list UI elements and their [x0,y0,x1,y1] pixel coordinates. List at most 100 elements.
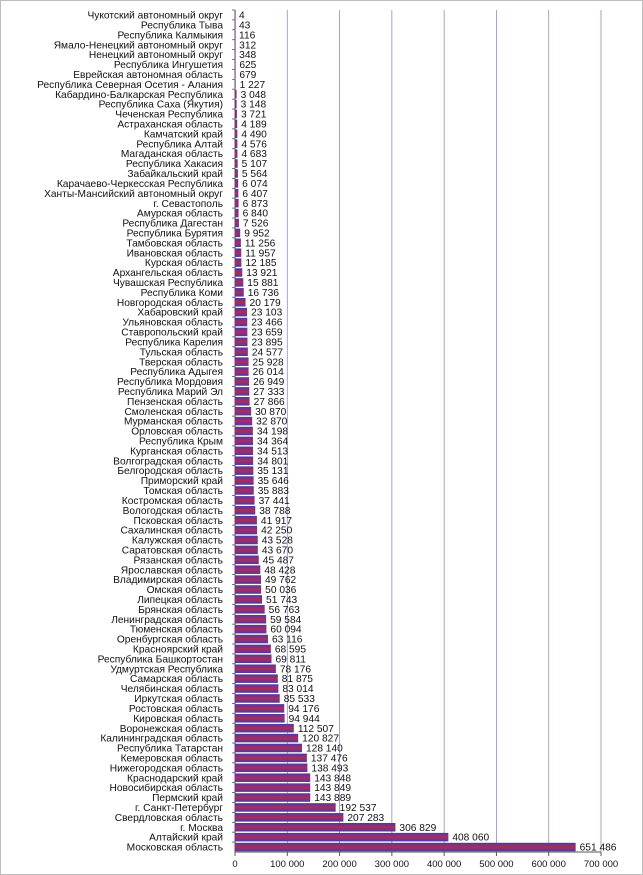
value-label: 651 486 [580,843,617,854]
bar [235,288,244,297]
bar [235,258,242,267]
category-label: Ненецкий автономный округ [89,50,223,61]
category-label: Республика Саха (Якутия) [99,99,223,111]
value-label: 35 883 [258,486,289,497]
category-label: Республика Крым [139,436,223,448]
plot-area [235,10,601,852]
bar [235,535,258,545]
gridlines [235,10,602,852]
value-label: 192 537 [340,803,377,814]
category-label: Еврейская автономная область [73,69,223,81]
bar [235,753,307,763]
value-label: 35 646 [258,476,289,487]
category-label: Амурская область [137,208,223,220]
value-label: 5 564 [242,169,268,180]
bar [235,397,250,406]
value-label: 3 048 [241,90,267,101]
bar [235,406,252,416]
value-label: 43 670 [262,545,293,556]
bar [235,228,241,238]
value-label: 1 227 [240,80,266,91]
bar [235,505,256,515]
value-label: 45 487 [263,555,294,566]
value-label: 137 476 [311,753,348,764]
category-label: Кемеровская область [121,752,223,764]
bar [235,525,258,535]
category-label: Свердловская область [115,812,223,824]
value-label: 13 921 [246,268,277,279]
category-label: Ставропольский край [121,328,223,339]
value-label: 6 074 [242,179,268,190]
value-label: 56 763 [269,605,300,616]
value-label: 3 148 [241,100,267,111]
bar [235,486,254,495]
category-label: Калининградская область [100,733,223,745]
bar [235,723,294,733]
category-label: Чукотский автономный округ [87,11,223,22]
category-label: Камчатский край [144,129,223,140]
bar [235,307,248,317]
category-label: Кировская область [133,713,223,725]
value-label: 94 176 [288,704,319,715]
value-label: 6 840 [243,209,269,220]
bar [235,327,248,337]
bar [235,436,253,446]
bar [235,60,236,69]
value-label: 6 873 [243,199,269,210]
value-label: 9 952 [244,228,270,239]
category-label: Хабаровский край [137,307,223,319]
value-label: 26 014 [253,367,284,378]
value-label: 207 283 [347,813,384,824]
bar [235,614,267,624]
value-label: 11 256 [245,238,276,249]
value-label: 27 866 [254,397,285,408]
value-label: 43 [239,20,251,31]
bar [235,169,238,178]
category-label: Республика Хакасия [126,158,223,170]
x-tick-label: 400 000 [427,859,461,870]
category-label: Вологодская область [123,505,223,517]
bar [235,109,237,119]
category-label: Рязанская область [134,554,223,566]
category-label: Ульяновская область [122,317,223,329]
category-label: Белгородская область [117,465,223,477]
bar [235,832,449,842]
bar [235,40,236,49]
value-label: 60 094 [270,625,301,636]
category-label: г. Севастополь [153,199,223,210]
category-label: Краснодарский край [127,773,223,784]
value-label: 34 198 [257,427,288,438]
category-label: Республика Коми [141,287,223,299]
category-label: Томская область [143,485,223,497]
bar [235,654,272,664]
value-label: 120 827 [302,734,339,745]
bar [235,357,249,366]
value-label: 143 849 [314,783,351,794]
category-label: Псковская область [134,515,223,527]
category-label: Иркутская область [134,693,223,705]
bar [235,10,236,20]
value-label: 143 848 [314,773,351,784]
bar [235,466,254,475]
value-label: 30 870 [255,407,286,418]
bar [235,763,308,773]
value-label: 78 176 [280,664,311,675]
category-label: Тульская область [140,346,223,358]
value-label: 348 [239,50,256,61]
category-label: г. Санкт-Петербург [135,802,223,814]
value-label: 49 762 [265,575,296,586]
bar [235,149,238,158]
value-label: 23 466 [251,318,282,329]
category-label: Республика Башкортостан [98,653,223,665]
bar [235,248,242,257]
bar [235,89,237,99]
bar [235,783,311,792]
value-label: 34 801 [257,456,288,467]
value-label: 81 875 [282,674,313,685]
value-label: 4 490 [241,129,267,140]
category-label: Астраханская область [117,119,223,131]
bar [235,278,244,287]
bar [235,476,254,485]
